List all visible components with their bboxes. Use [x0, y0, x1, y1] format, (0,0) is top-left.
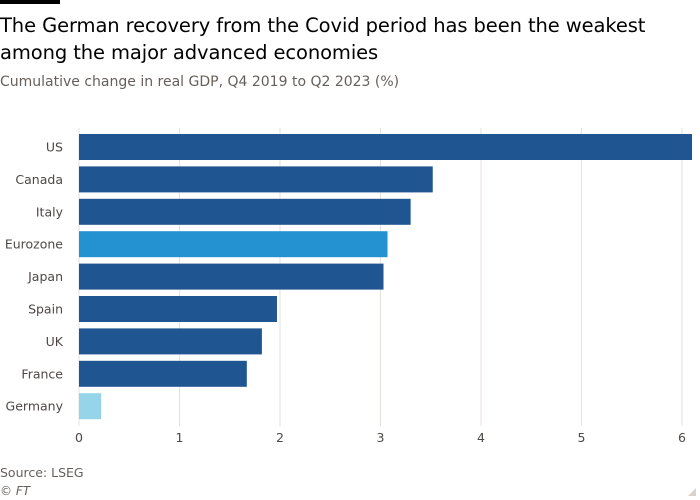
- bar-chart: US Canada Italy Eurozone Japan Spain UK France G…: [5, 128, 692, 445]
- chart-title: The German recovery from the Covid perio…: [0, 14, 646, 64]
- chart-subtitle: Cumulative change in real GDP, Q4 2019 t…: [0, 74, 400, 90]
- category-label: UK: [46, 334, 64, 349]
- x-tick-label: 4: [477, 430, 485, 445]
- x-tick-label: 1: [176, 430, 184, 445]
- bar-eurozone: [79, 231, 388, 258]
- category-label: Spain: [28, 302, 63, 317]
- x-tick-label: 0: [75, 430, 83, 445]
- source-note: Source: LSEG: [0, 465, 84, 480]
- category-label: Eurozone: [5, 237, 63, 252]
- ft-accent-bar: [0, 0, 60, 4]
- category-label: US: [46, 140, 63, 155]
- category-label: Japan: [27, 269, 63, 284]
- bar-spain: [79, 296, 277, 322]
- x-tick-label: 3: [376, 430, 384, 445]
- bar-canada: [79, 166, 433, 193]
- x-tick-label: 2: [276, 430, 284, 445]
- category-label: France: [21, 366, 63, 381]
- bar-uk: [79, 328, 262, 355]
- bar-italy: [79, 198, 411, 225]
- bar-japan: [79, 263, 384, 290]
- bar-germany: [79, 393, 102, 420]
- corner-triangle-icon: [688, 488, 696, 496]
- bar-france: [79, 360, 247, 387]
- credit-note: © FT: [0, 484, 31, 498]
- x-tick-label: 5: [577, 430, 585, 445]
- category-label: Canada: [15, 172, 63, 187]
- bar-us: [79, 134, 692, 160]
- category-label: Italy: [36, 204, 64, 219]
- category-label: Germany: [6, 399, 64, 414]
- x-tick-label: 6: [678, 430, 686, 445]
